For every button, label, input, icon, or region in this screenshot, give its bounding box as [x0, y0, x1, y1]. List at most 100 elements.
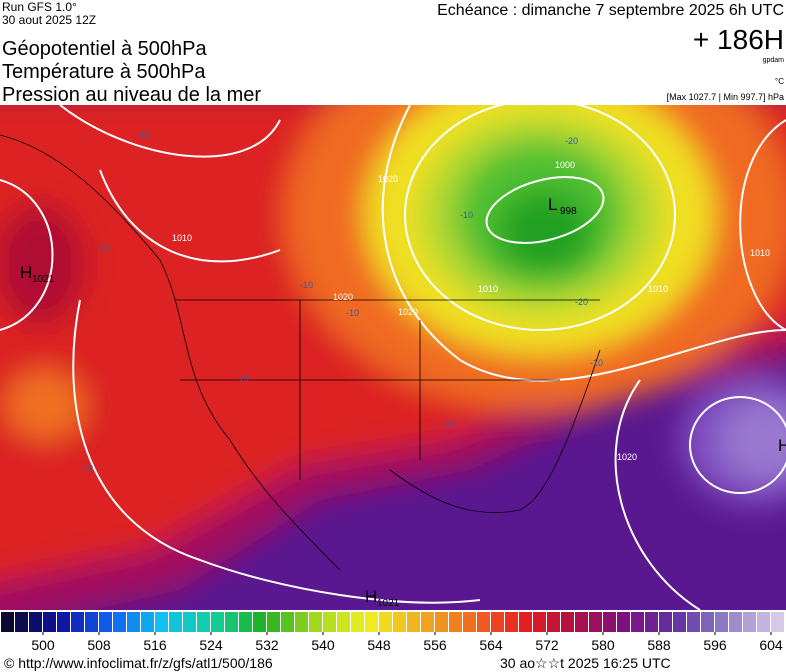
title: Température à 500hPa — [2, 61, 206, 83]
lead-time: + 186H — [693, 24, 784, 55]
colorbar-swatch — [589, 612, 602, 632]
colorbar-swatch — [659, 612, 672, 632]
colorbar-label: 532 — [255, 637, 279, 653]
colorbar-swatch — [771, 612, 784, 632]
colorbar-swatch — [547, 612, 560, 632]
colorbar-swatch — [757, 612, 770, 632]
colorbar-swatch — [519, 612, 532, 632]
unit: gpdam — [763, 57, 785, 64]
center-value: 1021 — [377, 598, 400, 609]
colorbar-swatch — [113, 612, 126, 632]
map — [0, 105, 786, 610]
colorbar-swatch — [169, 612, 182, 632]
colorbar-swatch — [729, 612, 742, 632]
colorbar-swatch — [365, 612, 378, 632]
colorbar-label: 572 — [535, 637, 559, 653]
colorbar-swatch — [99, 612, 112, 632]
temperature-label: -10 — [96, 243, 109, 253]
title: Géopotentiel à 500hPa — [2, 38, 207, 60]
coastlines — [0, 134, 601, 571]
colorbar-label: 500 — [31, 637, 55, 653]
colorbar-swatch — [85, 612, 98, 632]
center-letter: H — [778, 436, 786, 455]
colorbar-label: 604 — [759, 637, 783, 653]
colorbar-swatch — [281, 612, 294, 632]
colorbar-label: 588 — [647, 637, 671, 653]
colorbar-swatch — [239, 612, 252, 632]
colorbar-swatch — [57, 612, 70, 632]
colorbar-swatch — [449, 612, 462, 632]
colorbar-swatch — [463, 612, 476, 632]
field — [0, 105, 786, 610]
colorbar-swatch — [743, 612, 756, 632]
colorbar-swatch — [197, 612, 210, 632]
colorbar-label: 556 — [423, 637, 447, 653]
colorbar-label: 516 — [143, 637, 167, 653]
colorbar-swatch — [15, 612, 28, 632]
colorbar-swatch — [701, 612, 714, 632]
colorbar-swatch — [631, 612, 644, 632]
colorbar-label: 524 — [199, 637, 223, 653]
colorbar-label: 564 — [479, 637, 503, 653]
temperature-label: -10 — [460, 210, 473, 220]
colorbar-swatch — [673, 612, 686, 632]
temperature-label: -10 — [590, 358, 603, 368]
isobar-label: 1000 — [555, 160, 575, 170]
colorbar-swatch — [505, 612, 518, 632]
isobar-label: 1020 — [617, 452, 637, 462]
colorbar-swatch — [71, 612, 84, 632]
colorbar-label: 596 — [703, 637, 727, 653]
unit: °C — [775, 77, 784, 86]
isobar-label: 1020 — [333, 292, 353, 302]
colorbar-swatch — [141, 612, 154, 632]
colorbar: 500 508 516 524 532 540 548 556 564 572 580 588 596 6… — [1, 612, 784, 653]
footer-url: © http://www.infoclimat.fr/z/gfs/atl1/50… — [4, 655, 273, 671]
colorbar-swatch — [561, 612, 574, 632]
colorbar-swatch — [309, 612, 322, 632]
footer-time: 30 ao☆☆t 2025 16:25 UTC — [500, 655, 671, 671]
colorbar-swatch — [267, 612, 280, 632]
colorbar-swatch — [323, 612, 336, 632]
colorbar-swatch — [1, 612, 14, 632]
colorbar-swatch — [127, 612, 140, 632]
center-value: 1021 — [32, 274, 55, 285]
echeance: Echéance : dimanche 7 septembre 2025 6h … — [437, 2, 784, 19]
colorbar-swatch — [477, 612, 490, 632]
colorbar-swatch — [715, 612, 728, 632]
colorbar-swatch — [407, 612, 420, 632]
colorbar-swatch — [617, 612, 630, 632]
pressure-range: [Max 1027.7 | Min 997.7] hPa — [667, 92, 784, 102]
colorbar-swatch — [491, 612, 504, 632]
colorbar-swatch — [645, 612, 658, 632]
colorbar-swatch — [253, 612, 266, 632]
isobar-label: 1020 — [398, 307, 418, 317]
colorbar-label: 580 — [591, 637, 615, 653]
colorbar-swatch — [295, 612, 308, 632]
colorbar-label: 508 — [87, 637, 111, 653]
temperature-label: -10 — [442, 419, 455, 429]
title: Pression au niveau de la mer — [2, 84, 261, 106]
colorbar-label: 540 — [311, 637, 335, 653]
colorbar-swatch — [575, 612, 588, 632]
colorbar-swatch — [687, 612, 700, 632]
isobar-label: 1010 — [478, 284, 498, 294]
colorbar-swatch — [43, 612, 56, 632]
colorbar-swatch — [155, 612, 168, 632]
colorbar-swatch — [533, 612, 546, 632]
temperature-label: -10 — [300, 280, 313, 290]
isobars — [0, 105, 786, 610]
temperature-label: -10 — [80, 463, 93, 473]
isobar-label: 1010 — [172, 233, 192, 243]
temperature-label: -10 — [137, 130, 150, 140]
colorbar-swatch — [183, 612, 196, 632]
temperature-label: -10 — [346, 308, 359, 318]
temperature-label: -10 — [236, 373, 249, 383]
isobar-label: 1010 — [648, 284, 668, 294]
colorbar-swatch — [225, 612, 238, 632]
colorbar-swatch — [435, 612, 448, 632]
center-letter: H — [365, 587, 377, 606]
colorbar-swatch — [337, 612, 350, 632]
center-value: 998 — [560, 206, 577, 217]
isobar-label: 1010 — [750, 248, 770, 258]
